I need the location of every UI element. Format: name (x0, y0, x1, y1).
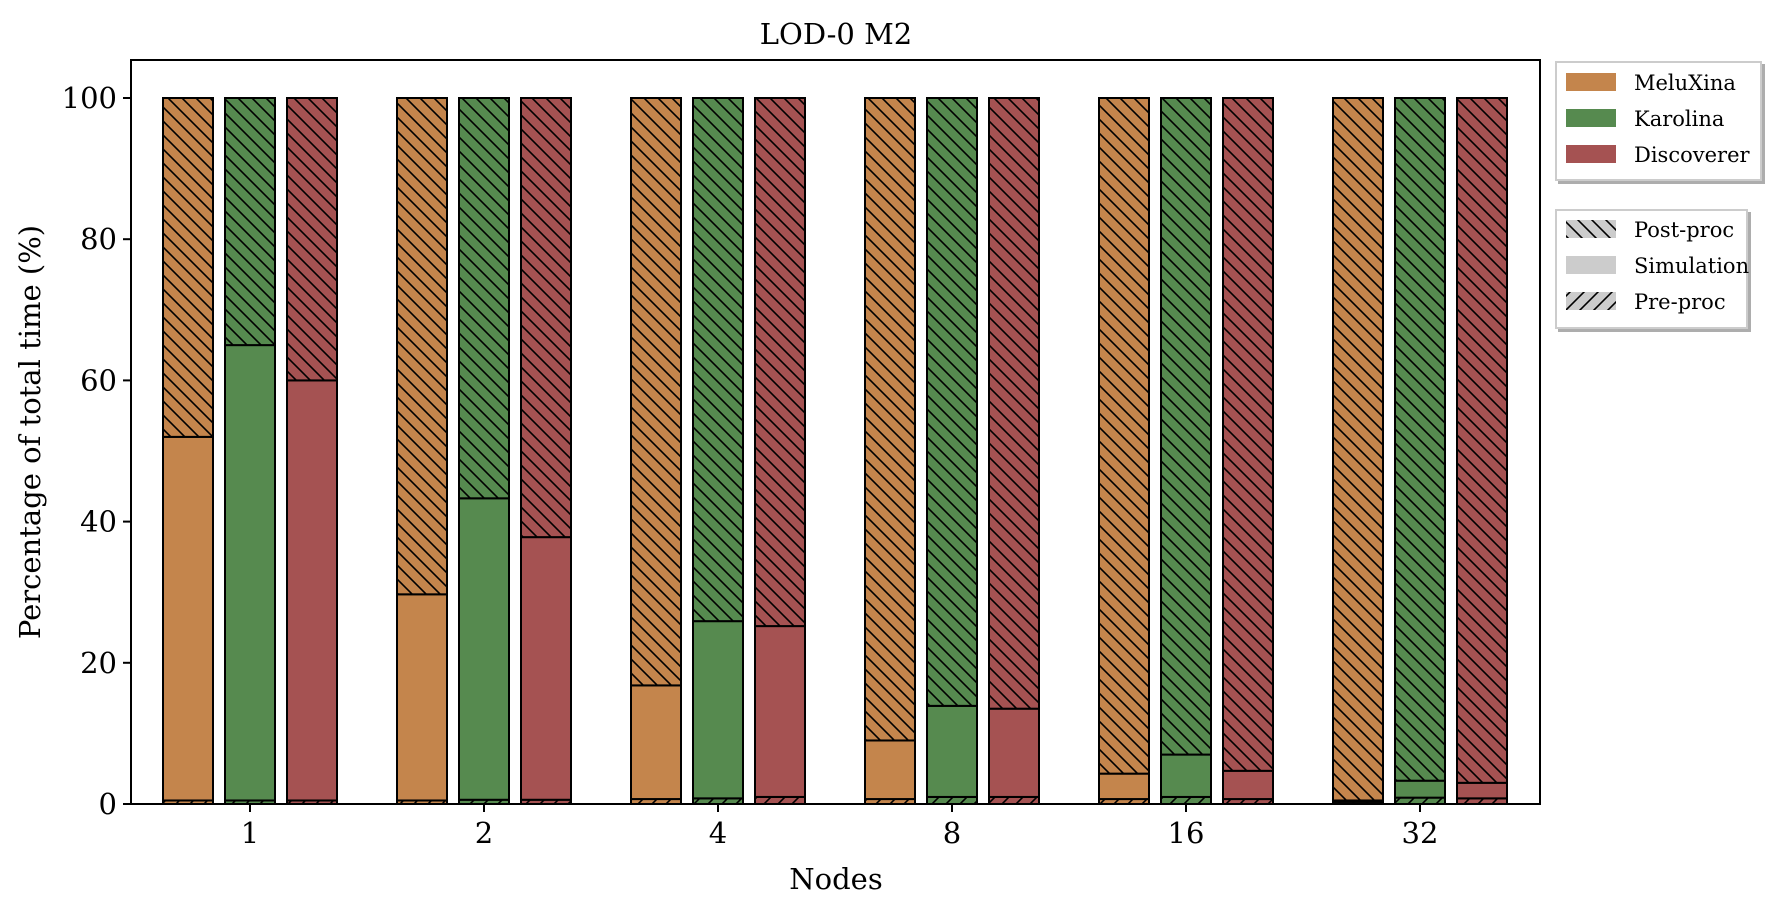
bar-karolina-8-pre-proc (926, 795, 978, 806)
y-tick-label: 0 (99, 787, 117, 821)
bar-meluxina-4-post-proc (630, 97, 682, 687)
legend-systems: MeluXina Karolina Discoverer (1555, 61, 1762, 181)
x-tick-label: 4 (709, 816, 727, 850)
y-axis-label: Percentage of total time (%) (13, 225, 47, 639)
bar-discoverer-1-simulation (286, 379, 338, 802)
bar-discoverer-4-post-proc (754, 97, 806, 628)
bar-karolina-32-post-proc (1394, 97, 1446, 782)
bar-karolina-4-post-proc (692, 97, 744, 623)
bar-karolina-1-simulation (224, 344, 276, 802)
bar-discoverer-32-simulation (1456, 781, 1508, 800)
bar-meluxina-2-simulation (396, 593, 448, 802)
y-tick-label: 60 (80, 363, 117, 397)
bar-discoverer-8-simulation (988, 707, 1040, 798)
x-tick-label: 1 (241, 816, 259, 850)
bar-karolina-16-simulation (1160, 753, 1212, 798)
x-tick-label: 32 (1402, 816, 1439, 850)
x-tick-label: 16 (1168, 816, 1205, 850)
bar-discoverer-2-post-proc (520, 97, 572, 539)
legend-label: MeluXina (1634, 71, 1736, 95)
legend-swatch (1566, 109, 1616, 127)
bar-karolina-1-post-proc (224, 97, 276, 347)
x-tick-label: 8 (943, 816, 961, 850)
bar-meluxina-16-simulation (1098, 772, 1150, 801)
legend-label: Karolina (1634, 107, 1724, 131)
legend-entry-meluxina: MeluXina (1566, 71, 1736, 95)
plot-frame (130, 59, 1541, 805)
bar-karolina-2-simulation (458, 497, 510, 801)
bar-meluxina-1-simulation (162, 435, 214, 802)
legend-entry-discoverer: Discoverer (1566, 143, 1750, 167)
bar-meluxina-32-post-proc (1332, 97, 1384, 802)
bar-discoverer-4-simulation (754, 625, 806, 798)
y-axis: 0 20 40 60 80 100 (62, 81, 131, 821)
bar-discoverer-8-pre-proc (988, 795, 1040, 806)
y-tick-label: 20 (80, 646, 117, 680)
legend-entry-simulation: Simulation (1566, 254, 1749, 278)
bar-meluxina-8-simulation (864, 739, 916, 801)
y-tick-label: 80 (80, 222, 117, 256)
bar-karolina-16-post-proc (1160, 97, 1212, 756)
bar-karolina-8-post-proc (926, 97, 978, 707)
bar-discoverer-16-simulation (1222, 769, 1274, 801)
legend-entry-karolina: Karolina (1566, 107, 1724, 131)
legend-swatch (1566, 145, 1616, 163)
bar-meluxina-2-post-proc (396, 97, 448, 596)
y-tick-label: 100 (62, 81, 117, 115)
bars-layer (162, 97, 1508, 806)
legend-entry-pre-proc: Pre-proc (1566, 290, 1726, 314)
bar-discoverer-32-post-proc (1456, 97, 1508, 784)
legend-label: Simulation (1634, 254, 1749, 278)
legend-label: Post-proc (1634, 218, 1734, 242)
chart-title: LOD-0 M2 (760, 17, 912, 51)
legend-swatch (1566, 73, 1616, 91)
legend-entry-post-proc: Post-proc (1566, 218, 1734, 242)
x-tick-label: 2 (475, 816, 493, 850)
legend-swatch (1566, 256, 1616, 274)
legend-label: Pre-proc (1634, 290, 1726, 314)
bar-discoverer-4-pre-proc (754, 795, 806, 806)
bar-meluxina-16-post-proc (1098, 97, 1150, 775)
bar-karolina-32-simulation (1394, 779, 1446, 799)
bar-discoverer-1-post-proc (286, 97, 338, 382)
bar-meluxina-4-simulation (630, 684, 682, 801)
x-axis: 1 2 4 8 16 32 (241, 804, 1439, 850)
legend-label: Discoverer (1634, 143, 1750, 167)
bar-karolina-16-pre-proc (1160, 795, 1212, 806)
bar-discoverer-2-simulation (520, 536, 572, 801)
bar-karolina-4-simulation (692, 620, 744, 800)
y-tick-label: 40 (80, 505, 117, 539)
bar-discoverer-16-post-proc (1222, 97, 1274, 772)
bar-karolina-2-post-proc (458, 97, 510, 500)
legend-phases: Post-proc Simulation Pre-proc (1555, 209, 1749, 329)
bar-meluxina-8-post-proc (864, 97, 916, 742)
bar-meluxina-1-post-proc (162, 97, 214, 438)
x-axis-label: Nodes (789, 862, 882, 896)
bar-discoverer-8-post-proc (988, 97, 1040, 710)
bar-karolina-8-simulation (926, 704, 978, 798)
